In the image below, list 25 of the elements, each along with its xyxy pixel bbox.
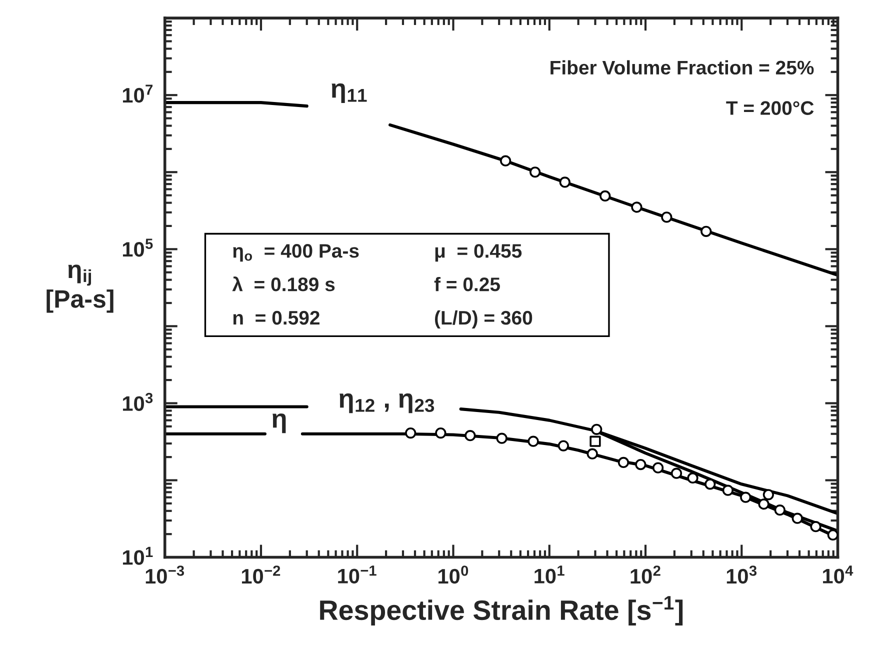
y-axis-title: η$_{ij}$ [Pa-s] [46, 264, 114, 313]
annotation: T = 200°C [726, 101, 814, 115]
annotation: n = 0.592 [233, 310, 320, 325]
x-tick-label: 10$^{−3}$ [146, 566, 184, 584]
annotation: η$_{11}$ [332, 83, 367, 104]
x-tick-label: 10$^{−1}$ [338, 566, 376, 584]
x-tick-label: 10$^{2}$ [630, 566, 660, 584]
annotation: λ = 0.189 s [232, 276, 335, 292]
x-tick-label: 10$^{3}$ [726, 566, 757, 584]
annotation: η [272, 413, 286, 434]
x-tick-label: 10$^{1}$ [534, 566, 564, 584]
y-tick-label: 10$^{3}$ [122, 392, 153, 411]
x-tick-label: 10$^{−2}$ [242, 566, 280, 584]
annotation: Fiber Volume Fraction = 25% [550, 60, 814, 75]
x-axis-title: Respective Strain Rate [s$^{−1}$] [320, 596, 683, 626]
y-tick-label: 10$^{7}$ [122, 84, 153, 103]
y-tick-label: 10$^{1}$ [122, 546, 153, 565]
annotation: (L/D) = 360 [434, 310, 532, 329]
annotation: η$_{o}$ = 400 Pa-s [233, 244, 359, 262]
annotation: f = 0.25 [434, 276, 500, 292]
y-tick-label: 10$^{5}$ [122, 238, 153, 257]
annotation: η$_{12}$ , η$_{23}$ [340, 393, 434, 414]
annotation: μ = 0.455 [435, 244, 522, 262]
x-tick-label: 10$^{4}$ [823, 566, 854, 584]
x-tick-label: 10$^{0}$ [438, 566, 468, 584]
